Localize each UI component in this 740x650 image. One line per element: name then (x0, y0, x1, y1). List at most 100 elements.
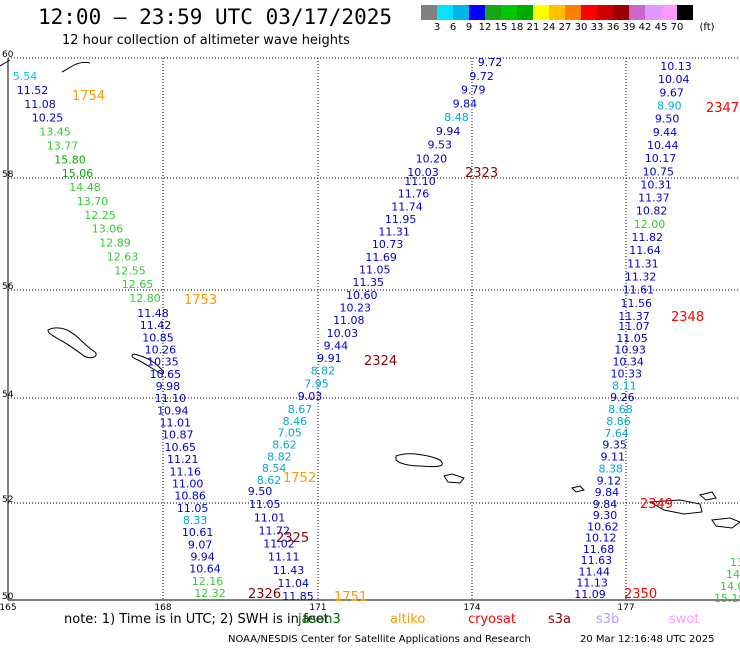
swh-value: 11.04 (278, 577, 310, 590)
swh-value: 8.82 (311, 365, 336, 378)
swh-value: 14.48 (69, 181, 101, 194)
swh-value: 11.61 (623, 284, 655, 297)
legend-tick: 39 (622, 22, 636, 33)
coastline-north (61, 61, 91, 73)
legend-tick: 6 (449, 22, 457, 33)
legend-swatch (565, 5, 581, 20)
swh-value: 8.33 (183, 514, 208, 527)
swh-value: 9.50 (248, 485, 273, 498)
swh-value: 8.46 (283, 415, 308, 428)
swh-value: 14. (726, 568, 740, 581)
swh-value: 12.00 (634, 218, 666, 231)
swh-value: 15.06 (62, 167, 94, 180)
swh-value: 8.82 (267, 450, 292, 463)
legend-tick: 70 (670, 22, 684, 33)
swh-value: 11.43 (273, 564, 305, 577)
legend-swatch (581, 5, 597, 20)
lon-label: 174 (463, 603, 480, 613)
pass-id-label: 1753 (184, 293, 217, 308)
legend-swatch (469, 5, 485, 20)
legend-swatch (549, 5, 565, 20)
swh-value: 9.84 (453, 97, 478, 110)
swh-value: 11.09 (574, 588, 606, 601)
legend-unit: (ft) (699, 22, 715, 33)
swh-value: 13.77 (47, 139, 79, 152)
island-east-2 (711, 517, 740, 529)
swh-value: 9.11 (600, 451, 625, 464)
swh-value: 11.08 (24, 98, 56, 111)
footer-timestamp: 20 Mar 12:16:48 UTC 2025 (580, 634, 715, 645)
swh-value: 10.26 (145, 344, 177, 357)
swh-value: 9.84 (595, 486, 620, 499)
swh-value: 11.13 (576, 577, 608, 590)
satellite-s3b: s3b (596, 612, 620, 627)
legend-tick: 3 (433, 22, 441, 33)
pass-id-label: 1751 (334, 590, 367, 605)
legend-swatch (629, 5, 645, 20)
swh-value: 9.84 (593, 498, 618, 511)
satellite-altiko: altiko (390, 612, 426, 627)
lat-label: 54 (2, 390, 14, 400)
swh-value: 10.12 (585, 532, 617, 545)
swh-value: 10.61 (182, 526, 214, 539)
swh-value: 7.95 (304, 377, 329, 390)
swh-value: 11.05 (359, 264, 391, 277)
pass-id-label: 2347 (706, 101, 739, 116)
island-east-3 (698, 491, 717, 501)
swh-value: 9.79 (461, 84, 486, 97)
swh-value: 11.42 (140, 319, 172, 332)
swh-value: 8.62 (272, 439, 297, 452)
pass-id-label: 2348 (671, 310, 704, 325)
legend-swatch (613, 5, 629, 20)
island-small-2 (571, 485, 585, 493)
swh-value: 10.25 (32, 112, 64, 125)
satellite-swot: swot (669, 612, 700, 627)
lat-label: 56 (2, 282, 14, 292)
swh-value: 11.52 (17, 84, 49, 97)
swh-value: 11.64 (629, 244, 661, 257)
legend-swatch (453, 5, 469, 20)
swh-value: 11.35 (352, 276, 384, 289)
swh-value: 9.72 (478, 56, 503, 69)
swh-value: 11.32 (625, 271, 657, 284)
swh-value: 10.64 (189, 563, 221, 576)
swh-value: 15.19 (714, 592, 740, 605)
swh-value: 9.98 (156, 380, 181, 393)
swh-value: 10.65 (150, 368, 182, 381)
swh-value: 10.33 (611, 367, 643, 380)
satellite-jason3: jason3 (298, 612, 341, 627)
swh-value: 11.37 (618, 310, 650, 323)
satellite-cryosat: cryosat (468, 612, 516, 627)
swh-value: 10.86 (174, 490, 206, 503)
swh-value: 11.16 (169, 465, 201, 478)
legend-tick: 15 (494, 22, 508, 33)
legend-tick: 18 (510, 22, 524, 33)
pass-id-label: 2349 (640, 497, 673, 512)
swh-value: 10.13 (660, 60, 692, 73)
swh-value: 10.73 (372, 238, 404, 251)
swh-value: 8.54 (262, 462, 287, 475)
legend-swatch (661, 5, 677, 20)
swh-value: 9.44 (324, 339, 349, 352)
swh-value: 11.31 (378, 226, 410, 239)
swh-value: 10.44 (647, 139, 679, 152)
lon-label: 177 (617, 603, 634, 613)
island-adak (395, 453, 443, 468)
swh-value: 11.37 (638, 192, 670, 205)
island-small-1 (443, 473, 465, 484)
swh-value: 9.91 (317, 352, 342, 365)
swh-value: 8.62 (257, 474, 282, 487)
swh-value: 13 (730, 556, 740, 569)
swh-value: 10.20 (416, 152, 448, 165)
legend-tick: 42 (638, 22, 652, 33)
legend-tick: 27 (558, 22, 572, 33)
swh-value: 13.45 (39, 126, 71, 139)
swh-value: 11.00 (172, 477, 204, 490)
swh-value: 11.11 (268, 551, 300, 564)
swh-value: 11.63 (581, 554, 613, 567)
swh-value: 8.67 (288, 403, 313, 416)
swh-value: 10.75 (643, 165, 675, 178)
swh-value: 10.23 (340, 301, 372, 314)
note-text: note: 1) Time is in UTC; 2) SWH is in fe… (64, 612, 329, 627)
